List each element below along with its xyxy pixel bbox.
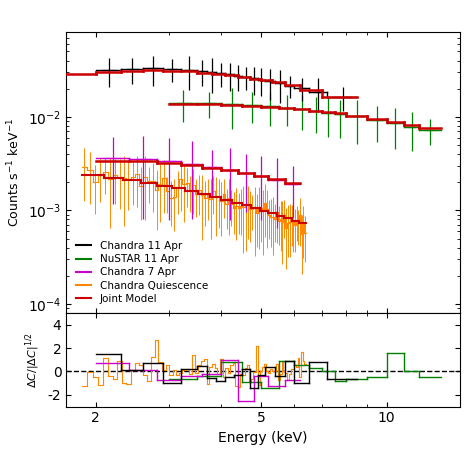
Legend: Chandra 11 Apr, NuSTAR 11 Apr, Chandra 7 Apr, Chandra Quiescence, Joint Model: Chandra 11 Apr, NuSTAR 11 Apr, Chandra 7… (72, 237, 212, 308)
X-axis label: Energy (keV): Energy (keV) (219, 431, 308, 445)
Y-axis label: Counts s$^{-1}$ keV$^{-1}$: Counts s$^{-1}$ keV$^{-1}$ (6, 118, 22, 227)
Y-axis label: $\Delta C/|\Delta C|^{1/2}$: $\Delta C/|\Delta C|^{1/2}$ (24, 332, 42, 388)
